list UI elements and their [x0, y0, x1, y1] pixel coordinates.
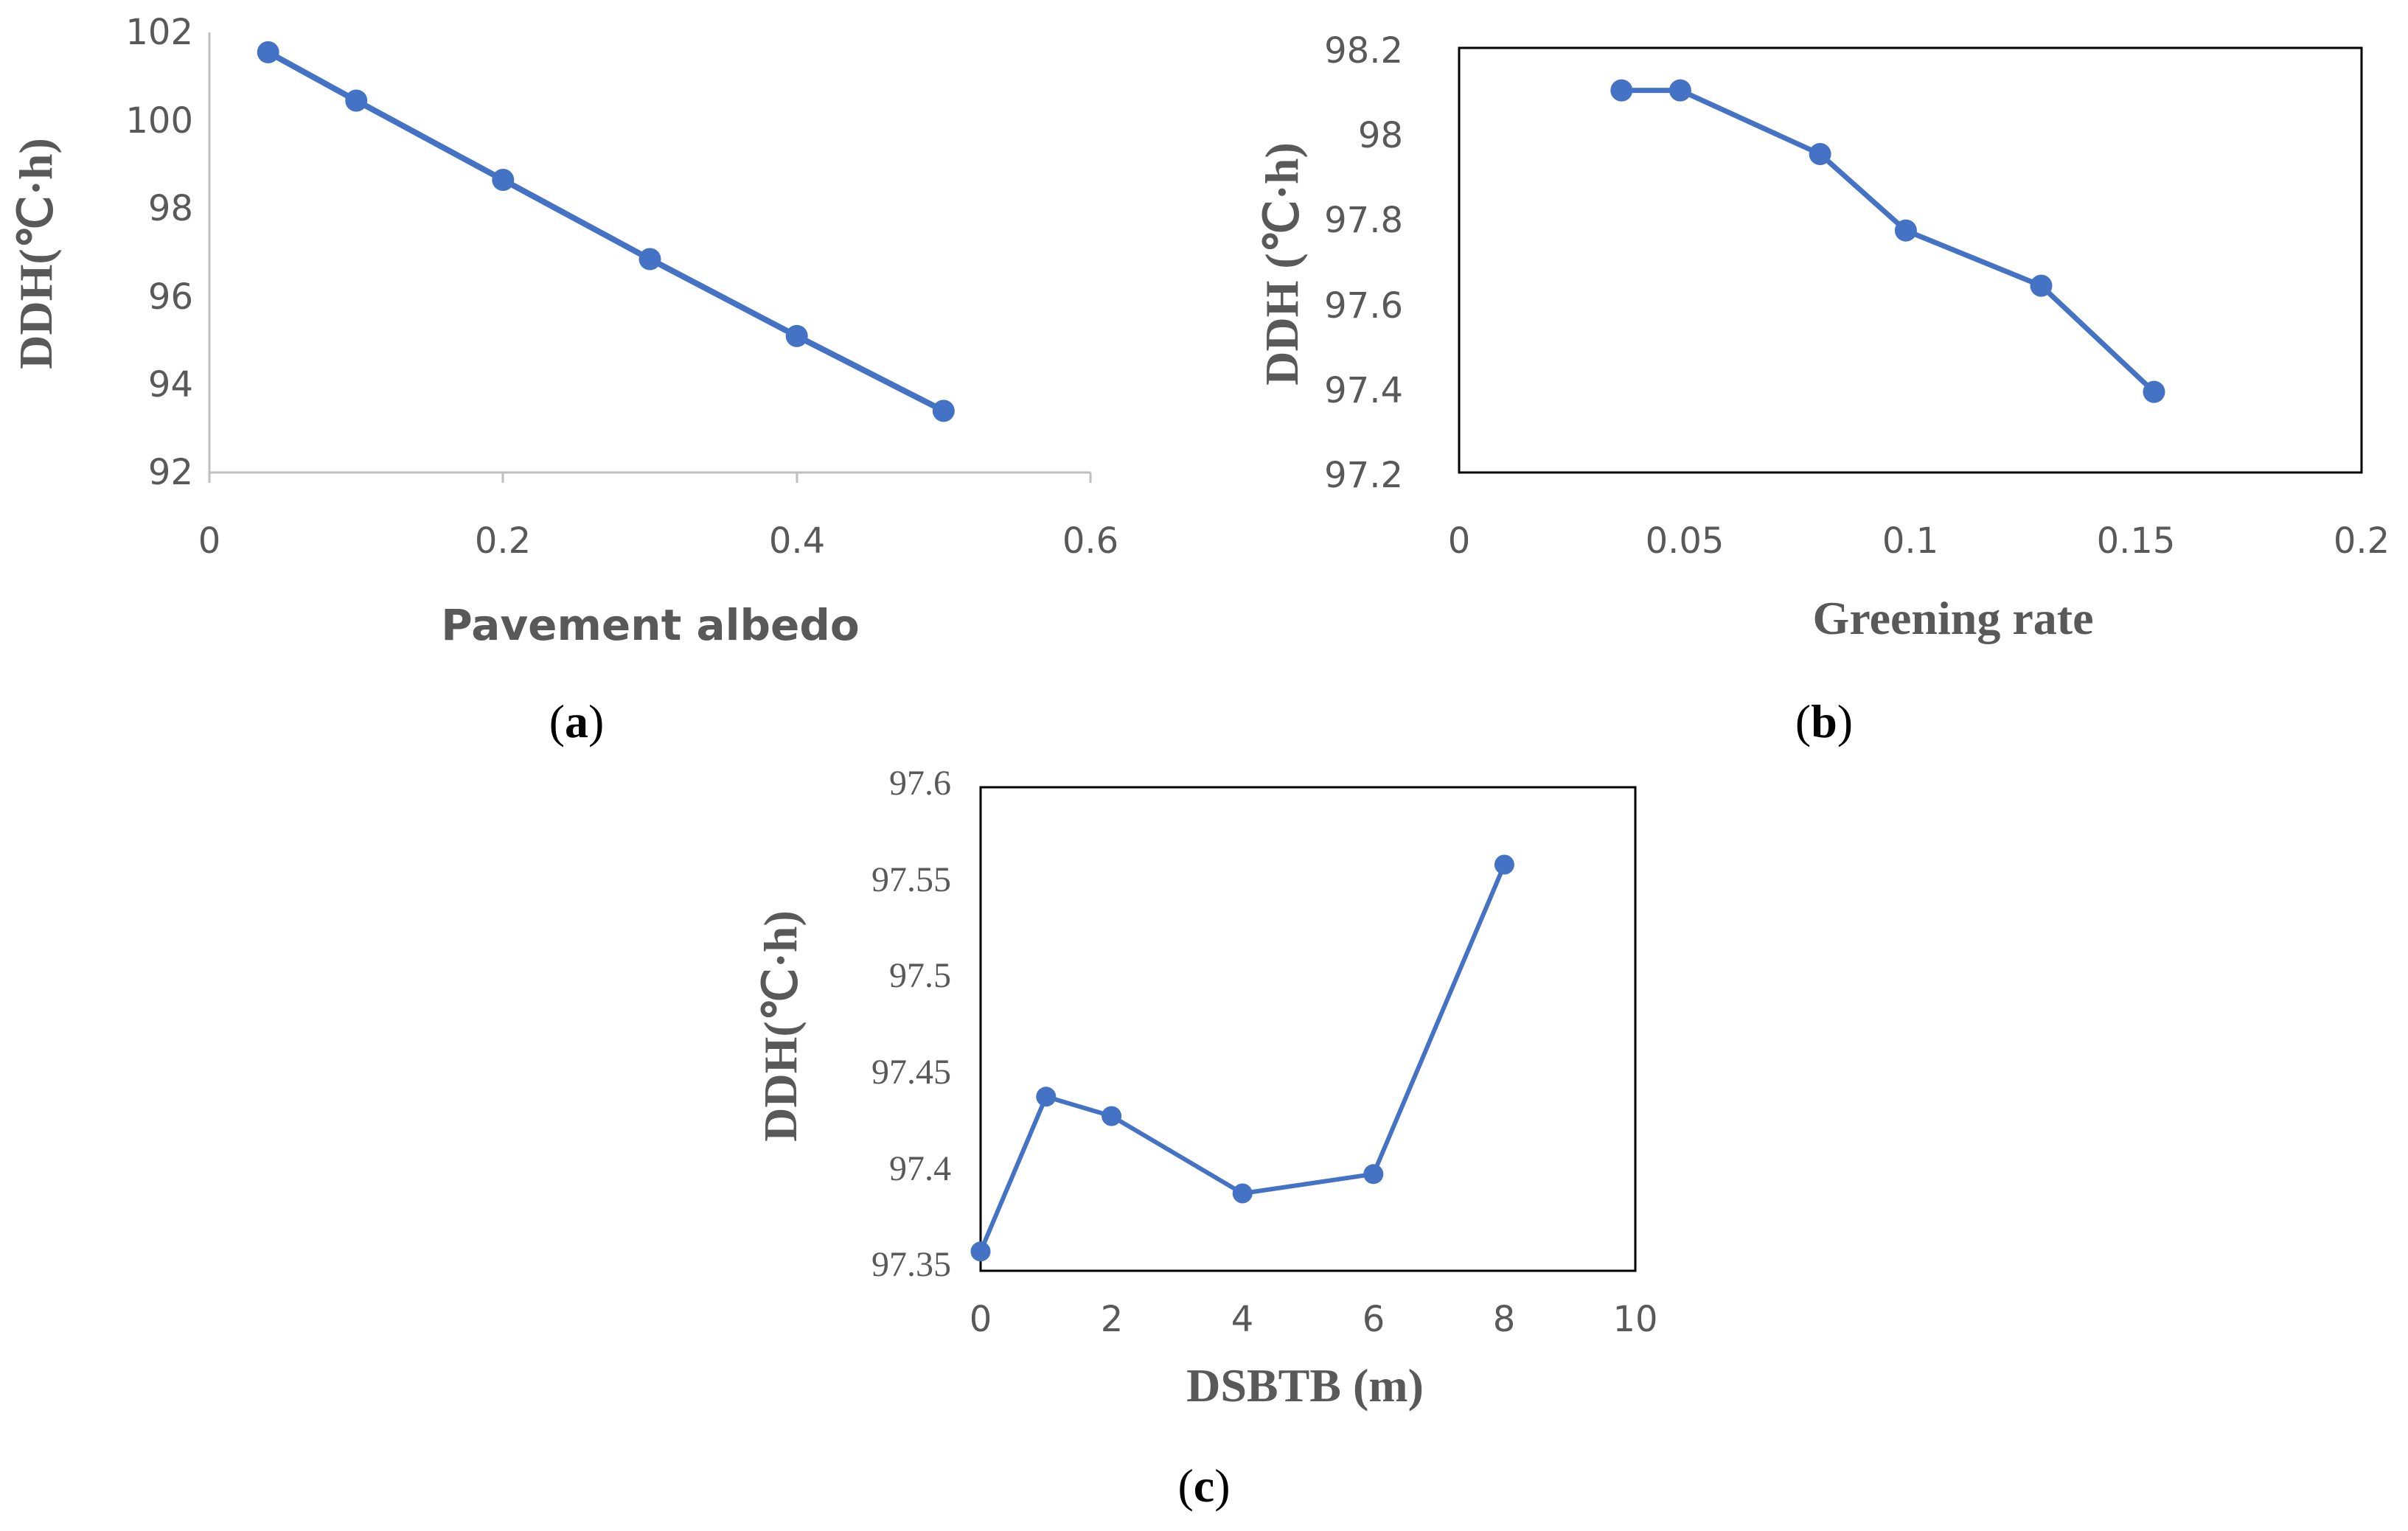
chart-b-panel-letter: b	[1811, 695, 1837, 747]
chart-b-x-tick-label: 0.2	[2334, 520, 2390, 562]
chart-c-data-point	[1036, 1087, 1057, 1107]
chart-c-y-ticks: 97.35 97.4 97.45 97.5 97.55 97.6	[871, 764, 951, 1284]
chart-b-y-tick-label: 97.2	[1324, 455, 1403, 496]
chart-b-frame	[1458, 46, 2363, 474]
chart-c-y-axis-title: DDH(℃·h)	[754, 910, 807, 1142]
chart-b-x-tick-label: 0	[1448, 520, 1471, 562]
chart-c-y-tick-label: 97.6	[889, 764, 951, 803]
chart-a-y-tick-label: 100	[125, 100, 193, 142]
chart-a-plot	[257, 41, 955, 422]
chart-c-x-tick-label: 8	[1493, 1299, 1516, 1340]
chart-c-frame	[979, 786, 1637, 1272]
chart-a-data-point	[785, 324, 808, 347]
chart-b-y-tick-label: 97.6	[1324, 285, 1403, 327]
chart-a-y-tick-label: 94	[148, 364, 193, 405]
chart-c-y-tick-label: 97.45	[871, 1053, 951, 1092]
chart-c-panel-label: (c)	[1177, 1459, 1230, 1512]
chart-a-x-tick-label: 0	[198, 520, 221, 562]
chart-b-data-point	[2030, 274, 2053, 297]
chart-a-x-ticks: 0 0.2 0.4 0.6	[198, 472, 1118, 562]
chart-c-x-tick-label: 6	[1363, 1299, 1385, 1340]
chart-c-y-tick-label: 97.4	[889, 1149, 951, 1188]
chart-b-y-tick-label: 97.4	[1324, 370, 1403, 411]
chart-a-y-tick-label: 102	[125, 12, 193, 53]
chart-a-data-point	[257, 41, 279, 63]
chart-b-data-point	[2143, 380, 2165, 403]
chart-a-data-point	[345, 89, 368, 112]
chart-a-data-point	[932, 400, 955, 422]
chart-c-x-tick-label: 10	[1612, 1299, 1657, 1340]
chart-a-x-tick-label: 0.4	[769, 520, 825, 562]
chart-c-y-tick-label: 97.35	[871, 1245, 951, 1284]
chart-a-data-point	[638, 248, 661, 271]
chart-a: 92 94 96 98 100 102 0 0.2 0.4 0.6 Paveme…	[10, 12, 1118, 747]
chart-a-y-tick-label: 96	[148, 276, 193, 318]
chart-b-y-ticks: 97.2 97.4 97.6 97.8 98 98.2	[1324, 30, 1403, 496]
chart-b-x-axis-title: Greening rate	[1813, 592, 2094, 644]
chart-a-x-tick-label: 0.6	[1062, 520, 1118, 562]
chart-a-y-axis-title: DDH(℃·h)	[10, 138, 62, 369]
chart-b-plot	[1610, 79, 2165, 403]
chart-c-data-point	[1363, 1164, 1384, 1185]
chart-b-data-point	[1610, 79, 1633, 102]
chart-c-x-axis-title: DSBTB (m)	[1186, 1359, 1424, 1412]
chart-a-panel-label: (a)	[549, 695, 605, 747]
chart-a-x-axis-title: Pavement albedo	[441, 600, 859, 650]
chart-b-data-point	[1894, 219, 1917, 242]
chart-c-series-line	[978, 862, 1507, 1254]
chart-b-data-point	[1668, 79, 1691, 102]
chart-c-data-point	[1494, 854, 1514, 875]
chart-c: 97.35 97.4 97.45 97.5 97.55 97.6 0 2 4 6…	[754, 764, 1658, 1512]
chart-b-y-tick-label: 97.8	[1324, 200, 1403, 241]
chart-c-data-point	[1102, 1106, 1122, 1126]
chart-a-x-tick-label: 0.2	[475, 520, 531, 562]
chart-a-y-tick-label: 92	[148, 452, 193, 493]
chart-b-x-tick-label: 0.05	[1646, 520, 1725, 562]
chart-a-data-point	[492, 169, 515, 191]
chart-b-data-point	[1809, 143, 1831, 165]
chart-a-y-ticks: 92 94 96 98 100 102	[125, 12, 193, 493]
chart-b-x-tick-label: 0.15	[2097, 520, 2176, 562]
chart-a-panel-letter: a	[565, 695, 588, 747]
chart-b-x-ticks: 0 0.05 0.1 0.15 0.2	[1448, 520, 2390, 562]
chart-b-y-axis-title: DDH (℃·h)	[1256, 142, 1308, 386]
chart-c-y-tick-label: 97.55	[871, 860, 951, 899]
chart-c-x-tick-label: 2	[1101, 1299, 1124, 1340]
chart-c-x-tick-label: 4	[1231, 1299, 1254, 1340]
chart-c-data-point	[1232, 1183, 1253, 1204]
chart-b-panel-label: (b)	[1795, 695, 1853, 747]
chart-a-y-tick-label: 98	[148, 188, 193, 229]
chart-c-y-tick-label: 97.5	[889, 956, 951, 995]
chart-c-data-point	[970, 1241, 991, 1262]
chart-c-x-ticks: 0 2 4 6 8 10	[970, 1299, 1658, 1340]
chart-a-series-line	[265, 49, 947, 414]
chart-c-plot	[970, 854, 1514, 1262]
chart-c-panel-letter: c	[1194, 1459, 1214, 1512]
chart-c-x-tick-label: 0	[970, 1299, 992, 1340]
chart-b: 97.2 97.4 97.6 97.8 98 98.2 0 0.05 0.1 0…	[1256, 30, 2390, 747]
chart-b-series-line	[1618, 88, 2157, 395]
chart-b-x-tick-label: 0.1	[1882, 520, 1938, 562]
chart-a-axes	[208, 32, 1090, 474]
chart-b-y-tick-label: 98.2	[1324, 30, 1403, 72]
chart-b-y-tick-label: 98	[1358, 115, 1403, 156]
